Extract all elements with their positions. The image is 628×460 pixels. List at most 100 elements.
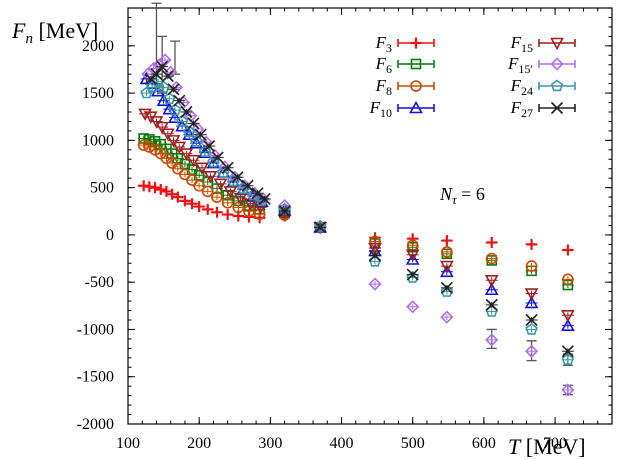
data-point: [406, 300, 420, 314]
legend-line: [397, 82, 435, 90]
point-errbar: [166, 160, 179, 167]
data-point: [166, 188, 178, 200]
y-tick-label: -1000: [77, 321, 114, 338]
data-point: [180, 105, 193, 119]
data-point: [149, 144, 161, 156]
series-f24: [140, 75, 575, 365]
data-point: [149, 182, 161, 194]
point-errbar: [485, 336, 498, 343]
data-point: [441, 235, 453, 247]
series-f10: [139, 71, 575, 331]
data-point: [194, 128, 207, 141]
legend-marker: [550, 57, 564, 71]
legend-marker: [409, 100, 423, 114]
x-tick-label: 100: [116, 435, 140, 452]
point-errbar: [186, 177, 199, 184]
error-bar: [169, 40, 180, 75]
x-tick-label: 500: [401, 435, 425, 452]
point-errbar: [561, 312, 574, 319]
point-errbar: [368, 281, 381, 288]
data-point: [173, 94, 186, 107]
y-tick-label: 2000: [82, 38, 114, 55]
plot-border: [127, 7, 613, 425]
y-tick-label: 0: [106, 227, 114, 244]
point-errbar: [561, 322, 574, 329]
data-point: [440, 310, 454, 324]
plot-frame: [127, 7, 613, 425]
point-errbar: [196, 164, 209, 171]
data-point: [201, 185, 214, 198]
point-errbar: [149, 146, 162, 153]
point-errbar: [159, 57, 172, 63]
data-point: [143, 141, 156, 153]
data-point: [203, 139, 216, 153]
legend-item: F27: [510, 98, 576, 120]
data-point: [175, 115, 189, 127]
legend-item: F15: [510, 33, 576, 55]
y-tick-label: -500: [85, 274, 114, 291]
data-point: [163, 92, 176, 104]
data-point: [562, 244, 574, 256]
data-point: [187, 117, 200, 130]
point-errbar: [561, 276, 574, 283]
data-point: [562, 273, 574, 286]
data-point: [202, 203, 214, 215]
data-point: [161, 128, 175, 141]
data-point: [186, 174, 198, 186]
data-point: [182, 127, 197, 140]
legend-line: [397, 60, 435, 68]
legend-line: [538, 60, 576, 68]
data-point: [241, 179, 254, 192]
data-point: [486, 236, 498, 248]
legend-item: F15′: [507, 54, 576, 76]
legend-item: F6: [375, 54, 435, 76]
point-errbar: [440, 314, 453, 321]
data-point: [168, 110, 182, 123]
data-point: [146, 80, 159, 93]
axis-ticks: 100 200 300 400 500 600 700 -2000 -1500 -1000 -500…: [77, 7, 613, 452]
data-point: [155, 121, 170, 135]
point-errbar: [485, 277, 498, 284]
legend-marker: [410, 58, 422, 70]
legend-label: F24: [510, 76, 533, 98]
data-point: [231, 171, 244, 184]
legend-marker: [550, 37, 564, 51]
data-point: [485, 298, 498, 311]
data-point: [140, 86, 153, 99]
data-point: [162, 102, 177, 115]
data-point: [561, 383, 575, 397]
data-point: [157, 80, 170, 93]
data-point: [561, 345, 574, 358]
point-errbar: [485, 286, 498, 293]
data-point: [484, 274, 499, 288]
legend-item: F8: [375, 76, 435, 98]
point-errbar: [440, 248, 453, 255]
data-marks: [137, 53, 575, 397]
point-errbar: [485, 255, 498, 262]
data-point: [221, 196, 234, 209]
point-errbar: [561, 386, 574, 393]
data-point: [155, 184, 167, 196]
data-point: [186, 154, 201, 168]
data-point: [150, 68, 163, 81]
data-point: [193, 201, 205, 213]
point-errbar: [368, 245, 381, 252]
data-point: [368, 277, 382, 291]
data-point: [213, 178, 228, 192]
data-point: [258, 192, 271, 206]
legend-marker: [550, 101, 564, 115]
data-point: [167, 83, 180, 96]
legend-marker: [550, 79, 564, 92]
point-errbar: [525, 263, 538, 270]
data-point: [158, 53, 172, 67]
data-point: [440, 285, 454, 297]
data-point: [525, 323, 538, 335]
data-point: [223, 186, 238, 199]
x-tick-label: 300: [258, 435, 282, 452]
x-axis-title: T [MeV]: [508, 434, 586, 459]
data-point: [524, 295, 539, 309]
data-point: [525, 260, 538, 272]
y-tick-label: -1500: [77, 369, 114, 386]
